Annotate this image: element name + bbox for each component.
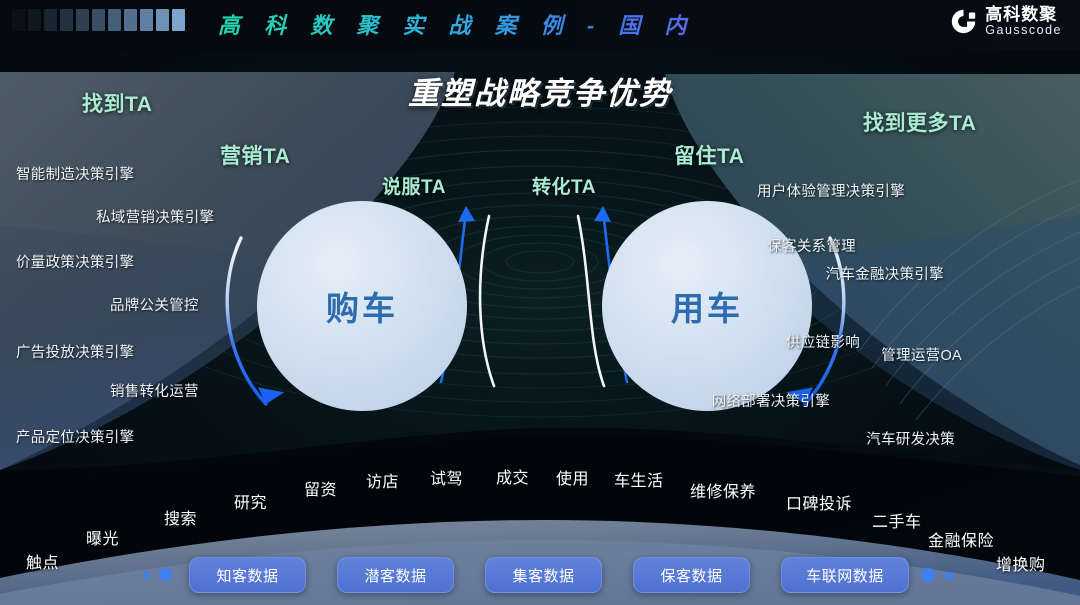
- right-engine-label-2: 汽车金融决策引擎: [825, 267, 944, 283]
- ta-label-4: 留住TA: [674, 145, 745, 168]
- header-bar-7: [108, 9, 121, 31]
- right-engine-label-3: 供应链影响: [786, 335, 860, 351]
- circle-label-0: 购车: [326, 290, 398, 327]
- ta-label-3: 转化TA: [532, 177, 596, 198]
- ta-label-0: 找到TA: [82, 93, 153, 116]
- ta-label-5: 找到更多TA: [863, 112, 977, 135]
- journey-stage-6: 试驾: [430, 471, 464, 488]
- data-pill-2[interactable]: 集客数据: [485, 557, 602, 593]
- left-engine-label-0: 智能制造决策引擎: [16, 167, 135, 183]
- journey-stage-12: 二手车: [872, 514, 922, 531]
- journey-stage-2: 搜索: [164, 511, 198, 528]
- left-engine-label-6: 产品定位决策引擎: [16, 430, 135, 446]
- right-engine-label-6: 汽车研发决策: [866, 432, 955, 448]
- header-bar-6: [92, 9, 105, 31]
- journey-stage-0: 触点: [26, 555, 60, 572]
- page-header: 高 科 数 聚 实 战 案 例 - 国 内 高科数聚 Gausscode: [0, 0, 1080, 50]
- journey-stage-9: 车生活: [614, 473, 664, 490]
- logo-text-cn: 高科数聚: [985, 5, 1058, 24]
- header-bar-2: [28, 9, 41, 31]
- gausscode-logo-icon: [950, 8, 977, 35]
- header-bar-9: [140, 9, 153, 31]
- circle-label-1: 用车: [671, 290, 743, 327]
- header-bar-1: [12, 9, 25, 31]
- journey-stage-14: 增换购: [996, 557, 1046, 574]
- data-pill-3[interactable]: 保客数据: [633, 557, 750, 593]
- ta-label-2: 说服TA: [382, 177, 446, 198]
- accent-dot-0: [143, 572, 150, 579]
- journey-stage-3: 研究: [234, 495, 268, 512]
- circle-node-1[interactable]: 用车: [602, 201, 812, 411]
- right-engine-label-4: 管理运营OA: [881, 348, 962, 364]
- left-engine-label-3: 品牌公关管控: [110, 298, 199, 314]
- data-pill-4[interactable]: 车联网数据: [781, 557, 909, 593]
- right-engine-label-5: 网络部署决策引擎: [711, 394, 830, 410]
- logo-text-en: Gausscode: [985, 22, 1062, 37]
- circle-node-0[interactable]: 购车: [257, 201, 467, 411]
- accent-dot-3: [945, 572, 953, 580]
- journey-stage-4: 留资: [304, 482, 338, 499]
- journey-stage-5: 访店: [366, 474, 400, 491]
- page-title: 重塑战略竞争优势: [408, 76, 672, 111]
- header-title: 高 科 数 聚 实 战 案 例 - 国 内: [218, 8, 695, 40]
- journey-stage-7: 成交: [496, 470, 530, 487]
- left-engine-label-4: 广告投放决策引擎: [16, 345, 135, 361]
- header-bar-4: [60, 9, 73, 31]
- left-engine-label-1: 私域营销决策引擎: [96, 210, 215, 226]
- data-pill-1[interactable]: 潜客数据: [337, 557, 454, 593]
- journey-stage-8: 使用: [556, 471, 590, 488]
- journey-stage-1: 曝光: [86, 531, 120, 548]
- data-pill-0[interactable]: 知客数据: [189, 557, 306, 593]
- left-engine-label-5: 销售转化运营: [110, 384, 199, 400]
- right-engine-label-0: 用户体验管理决策引擎: [757, 184, 905, 200]
- header-bar-3: [44, 9, 57, 31]
- accent-dot-2: [921, 568, 935, 582]
- journey-stage-11: 口碑投诉: [786, 496, 853, 513]
- header-bar-10: [156, 9, 169, 31]
- header-decor-bars: [12, 9, 185, 31]
- header-bar-8: [124, 9, 137, 31]
- journey-stage-13: 金融保险: [928, 533, 995, 550]
- journey-stage-10: 维修保养: [690, 484, 757, 501]
- ta-label-1: 营销TA: [220, 145, 291, 168]
- brand-logo: 高科数聚 Gausscode: [950, 6, 1062, 38]
- header-bar-5: [76, 9, 89, 31]
- header-bar-11: [172, 9, 185, 31]
- accent-dot-1: [159, 568, 172, 581]
- right-engine-label-1: 保客关系管理: [767, 239, 856, 255]
- left-engine-label-2: 价量政策决策引擎: [16, 255, 135, 271]
